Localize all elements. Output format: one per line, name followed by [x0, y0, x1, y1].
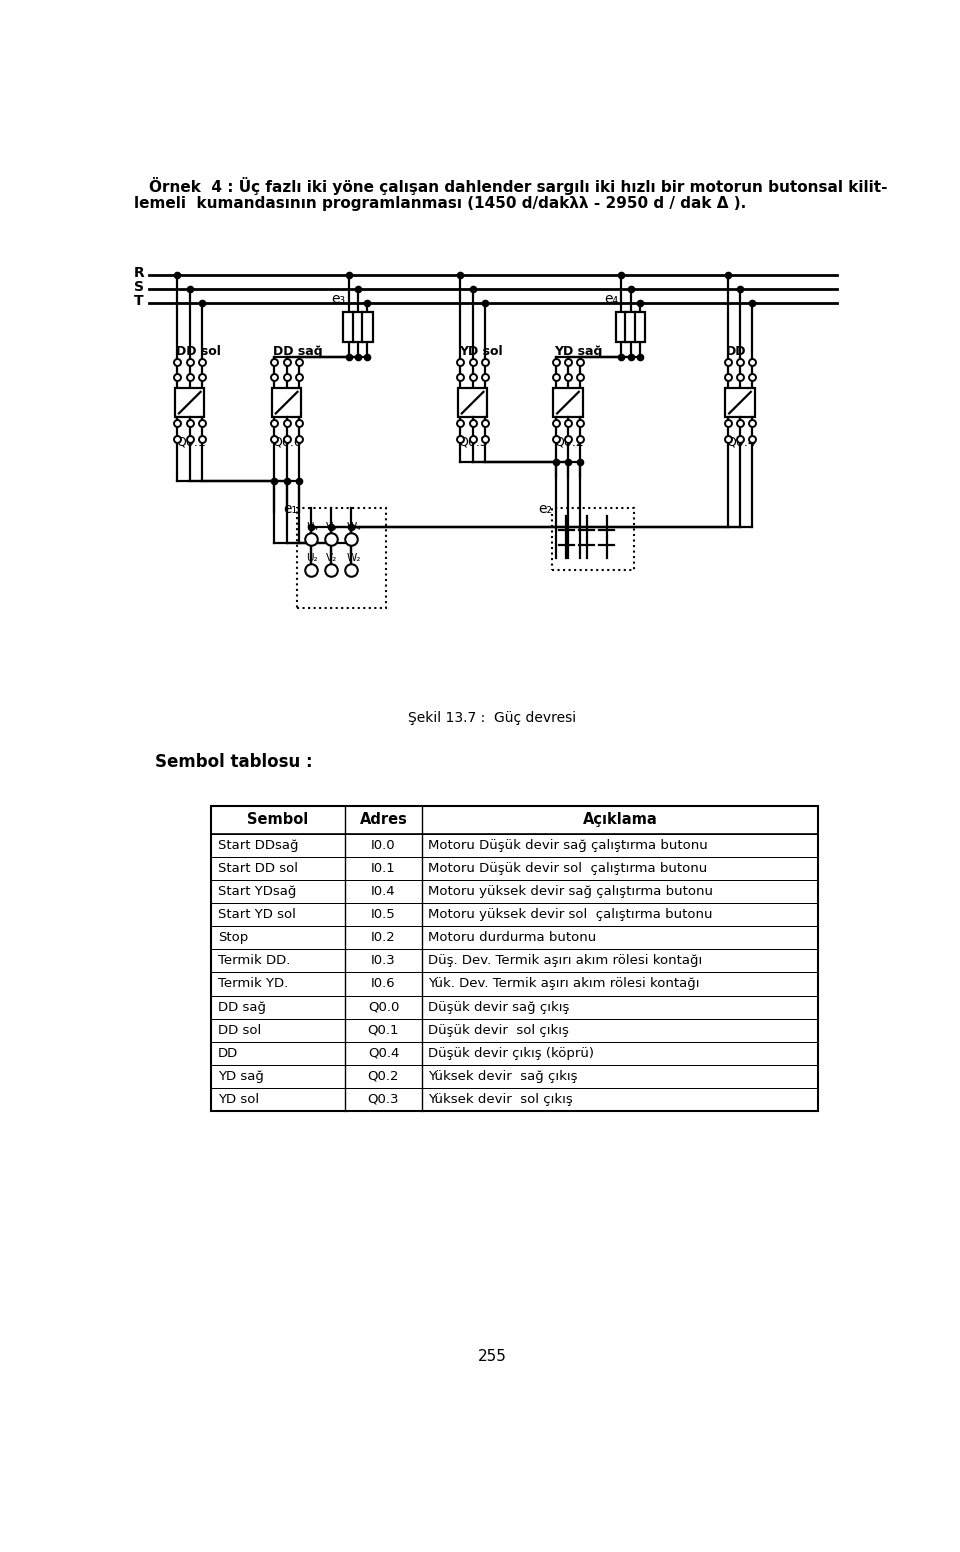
- Text: Motoru yüksek devir sağ çalıştırma butonu: Motoru yüksek devir sağ çalıştırma buton…: [428, 885, 713, 899]
- Text: e₄: e₄: [605, 292, 618, 306]
- Text: Termik DD.: Termik DD.: [218, 954, 290, 967]
- Text: I0.2: I0.2: [372, 931, 396, 944]
- Text: YD sağ: YD sağ: [554, 345, 602, 359]
- Text: DD: DD: [726, 345, 747, 359]
- Text: Örnek  4 : Üç fazlı iki yöne çalışan dahlender sargılı iki hızlı bir motorun but: Örnek 4 : Üç fazlı iki yöne çalışan dahl…: [150, 177, 888, 196]
- Text: e₂: e₂: [539, 501, 553, 515]
- Text: V₂: V₂: [326, 553, 337, 563]
- Text: Düşük devir çıkış (köprü): Düşük devir çıkış (köprü): [428, 1046, 594, 1060]
- Text: Start DD sol: Start DD sol: [218, 861, 298, 875]
- Text: Motoru Düşük devir sol  çalıştırma butonu: Motoru Düşük devir sol çalıştırma butonu: [428, 861, 708, 875]
- Text: Yüksek devir  sağ çıkış: Yüksek devir sağ çıkış: [428, 1069, 578, 1083]
- Text: V₄: V₄: [326, 521, 338, 532]
- Bar: [175, 388, 204, 417]
- Text: DD sol: DD sol: [218, 1024, 261, 1037]
- Text: Q0.4: Q0.4: [368, 1046, 399, 1060]
- Bar: [362, 312, 372, 341]
- Text: Q0.1: Q0.1: [368, 1024, 399, 1037]
- Bar: [553, 388, 583, 417]
- Bar: [635, 312, 645, 341]
- Text: U₂: U₂: [306, 553, 318, 563]
- Bar: [211, 805, 818, 1111]
- Text: Q0.2: Q0.2: [554, 435, 584, 449]
- Text: R: R: [134, 267, 145, 281]
- Text: Adres: Adres: [360, 812, 407, 827]
- Text: Q0.3: Q0.3: [459, 435, 489, 449]
- Text: Düş. Dev. Termik aşırı akım rölesi kontağı: Düş. Dev. Termik aşırı akım rölesi konta…: [428, 954, 703, 967]
- Text: W₂: W₂: [347, 553, 361, 563]
- Text: Şekil 13.7 :  Güç devresi: Şekil 13.7 : Güç devresi: [408, 711, 576, 725]
- Text: YD sol: YD sol: [459, 345, 502, 359]
- Text: Start YDsağ: Start YDsağ: [218, 885, 296, 899]
- Text: DD sağ: DD sağ: [273, 345, 323, 359]
- Text: I0.1: I0.1: [372, 861, 396, 875]
- Bar: [616, 312, 627, 341]
- Text: Q0.0: Q0.0: [273, 435, 302, 449]
- Text: Düşük devir  sol çıkış: Düşük devir sol çıkış: [428, 1024, 569, 1037]
- Text: Motoru durdurma butonu: Motoru durdurma butonu: [428, 931, 597, 944]
- Text: Yük. Dev. Termik aşırı akım rölesi kontağı: Yük. Dev. Termik aşırı akım rölesi konta…: [428, 978, 700, 990]
- Bar: [625, 312, 636, 341]
- Text: I0.3: I0.3: [372, 954, 396, 967]
- Text: Düşük devir sağ çıkış: Düşük devir sağ çıkış: [428, 1001, 570, 1013]
- Text: I0.4: I0.4: [372, 885, 396, 899]
- Text: Motoru Düşük devir sağ çalıştırma butonu: Motoru Düşük devir sağ çalıştırma butonu: [428, 840, 708, 852]
- Text: Start YD sol: Start YD sol: [218, 908, 296, 922]
- Text: DD sol: DD sol: [176, 345, 221, 359]
- Text: Sembol tablosu :: Sembol tablosu :: [155, 753, 313, 771]
- Bar: [272, 388, 301, 417]
- Bar: [725, 388, 755, 417]
- Text: Q0.4: Q0.4: [726, 435, 756, 449]
- Text: DD: DD: [218, 1046, 238, 1060]
- Bar: [458, 388, 488, 417]
- Text: Termik YD.: Termik YD.: [218, 978, 288, 990]
- Text: I0.5: I0.5: [372, 908, 396, 922]
- Text: U₄: U₄: [306, 521, 318, 532]
- Text: YD sağ: YD sağ: [218, 1069, 264, 1083]
- Text: Yüksek devir  sol çıkış: Yüksek devir sol çıkış: [428, 1093, 573, 1107]
- Text: lemeli  kumandasının programlanması (1450 d/dakλλ - 2950 d / dak Δ ).: lemeli kumandasının programlanması (1450…: [134, 196, 746, 211]
- Bar: [552, 508, 634, 570]
- Text: W₄: W₄: [347, 521, 361, 532]
- Text: 255: 255: [477, 1349, 507, 1364]
- Text: Start DDsağ: Start DDsağ: [218, 840, 299, 852]
- Bar: [297, 508, 386, 608]
- Text: Sembol: Sembol: [248, 812, 309, 827]
- Text: I0.0: I0.0: [372, 840, 396, 852]
- Text: S: S: [134, 279, 144, 295]
- Text: Q0.1: Q0.1: [176, 435, 205, 449]
- Text: DD sağ: DD sağ: [218, 1001, 266, 1013]
- Text: Q0.2: Q0.2: [368, 1069, 399, 1083]
- Text: Açıklama: Açıklama: [583, 812, 658, 827]
- Text: Q0.3: Q0.3: [368, 1093, 399, 1107]
- Text: Stop: Stop: [218, 931, 248, 944]
- Text: I0.6: I0.6: [372, 978, 396, 990]
- Bar: [352, 312, 363, 341]
- Text: e₃: e₃: [331, 292, 346, 306]
- Bar: [344, 312, 354, 341]
- Text: Motoru yüksek devir sol  çalıştırma butonu: Motoru yüksek devir sol çalıştırma buton…: [428, 908, 713, 922]
- Text: T: T: [134, 293, 144, 307]
- Text: YD sol: YD sol: [218, 1093, 259, 1107]
- Text: Q0.0: Q0.0: [368, 1001, 399, 1013]
- Text: e₁: e₁: [283, 501, 297, 515]
